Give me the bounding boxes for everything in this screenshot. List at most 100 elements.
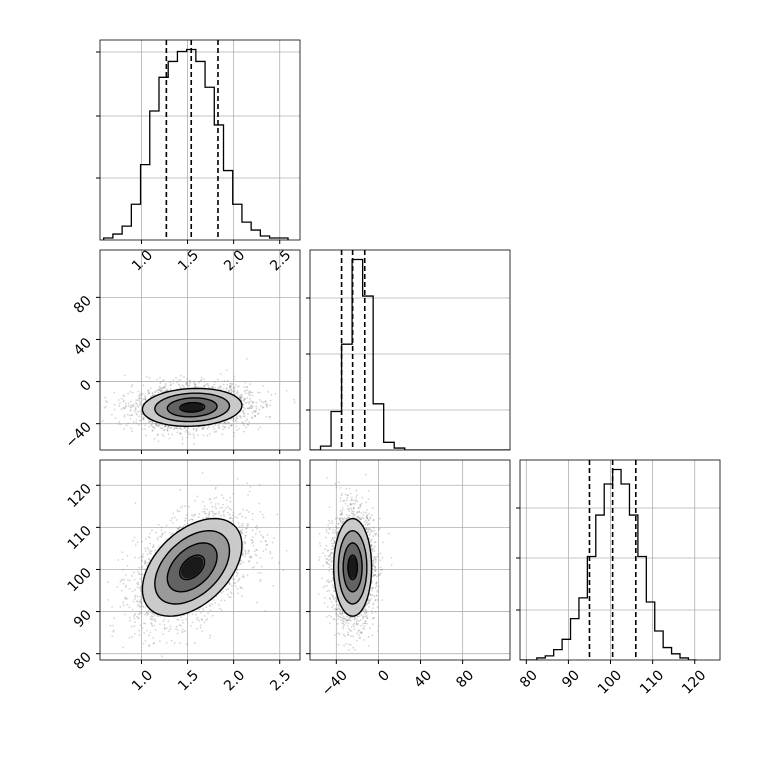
scatter-point (140, 574, 143, 576)
scatter-point (245, 527, 248, 530)
scatter-point (254, 526, 257, 528)
scatter-point (206, 427, 209, 430)
scatter-point (138, 557, 140, 560)
scatter-point (140, 601, 143, 604)
scatter-point (184, 505, 187, 507)
scatter-point (189, 379, 191, 382)
scatter-point (135, 403, 138, 405)
scatter-point (243, 430, 245, 433)
scatter-point (183, 376, 185, 379)
scatter-point (243, 397, 246, 400)
scatter-point (250, 407, 253, 409)
scatter-point (244, 555, 247, 558)
scatter-point (251, 417, 254, 419)
scatter-point (254, 409, 257, 412)
scatter-point (149, 532, 152, 535)
scatter-point (160, 389, 163, 392)
scatter-point (227, 426, 230, 429)
scatter-point (151, 612, 154, 614)
scatter-point (253, 550, 256, 553)
scatter-point (160, 526, 163, 529)
scatter-point (150, 615, 153, 617)
scatter-point (154, 423, 157, 425)
scatter-point (134, 612, 137, 615)
scatter-point (193, 385, 196, 388)
scatter-point (262, 536, 265, 539)
scatter-point (107, 598, 109, 601)
scatter-point (145, 629, 148, 632)
scatter-point (240, 397, 243, 400)
scatter-point (272, 584, 275, 587)
scatter-point (245, 426, 247, 429)
scatter-point (202, 434, 205, 437)
scatter-point (147, 389, 150, 392)
scatter-point (255, 407, 258, 410)
scatter-point (150, 623, 153, 625)
scatter-point (244, 553, 247, 555)
scatter-point (131, 574, 133, 577)
scatter-point (117, 423, 120, 425)
scatter-point (129, 619, 131, 622)
scatter-point (175, 381, 178, 384)
scatter-point (172, 521, 174, 524)
scatter-point (159, 535, 161, 538)
scatter-point (135, 412, 137, 415)
scatter-point (137, 571, 140, 573)
scatter-point (151, 421, 154, 423)
scatter-point (222, 422, 225, 425)
scatter-point (247, 402, 250, 405)
scatter-point (198, 608, 200, 611)
scatter-point (187, 505, 190, 508)
scatter-point (240, 587, 243, 590)
scatter-point (122, 604, 125, 606)
scatter-point (251, 512, 254, 515)
scatter-point (241, 515, 244, 518)
scatter-point (157, 546, 160, 548)
scatter-point (236, 588, 239, 590)
scatter-point (181, 436, 184, 439)
scatter-point (213, 599, 215, 601)
scatter-point (258, 398, 261, 401)
scatter-point (128, 414, 131, 417)
scatter-point (249, 556, 252, 559)
scatter-point (124, 574, 127, 576)
scatter-point (183, 427, 186, 429)
scatter-point (169, 388, 172, 391)
scatter-point (254, 553, 257, 556)
scatter-point (150, 550, 153, 552)
scatter-point (236, 429, 238, 432)
scatter-point (173, 427, 176, 429)
scatter-point (236, 390, 239, 392)
density-group (101, 357, 296, 445)
scatter-point (137, 613, 140, 616)
scatter-point (208, 637, 211, 639)
scatter-point (138, 601, 141, 603)
scatter-point (159, 426, 162, 429)
scatter-point (129, 410, 132, 412)
scatter-point (189, 380, 191, 383)
scatter-point (208, 498, 211, 500)
scatter-point (224, 421, 227, 424)
scatter-point (245, 357, 248, 360)
scatter-point (101, 420, 104, 422)
scatter-point (254, 415, 256, 418)
scatter-point (238, 396, 241, 398)
scatter-point (235, 392, 238, 395)
scatter-point (235, 425, 238, 428)
scatter-point (144, 561, 147, 563)
scatter-point (167, 620, 170, 622)
scatter-point (231, 577, 234, 580)
scatter-point (233, 578, 236, 581)
scatter-point (173, 428, 175, 431)
scatter-point (163, 428, 166, 431)
scatter-point (239, 586, 242, 589)
panel-frame (99, 39, 301, 241)
scatter-point (230, 508, 232, 511)
histogram-group (103, 40, 289, 240)
scatter-point (197, 381, 200, 384)
scatter-point (206, 382, 209, 385)
scatter-point (247, 391, 250, 394)
scatter-point (179, 374, 182, 377)
scatter-point (124, 407, 126, 409)
